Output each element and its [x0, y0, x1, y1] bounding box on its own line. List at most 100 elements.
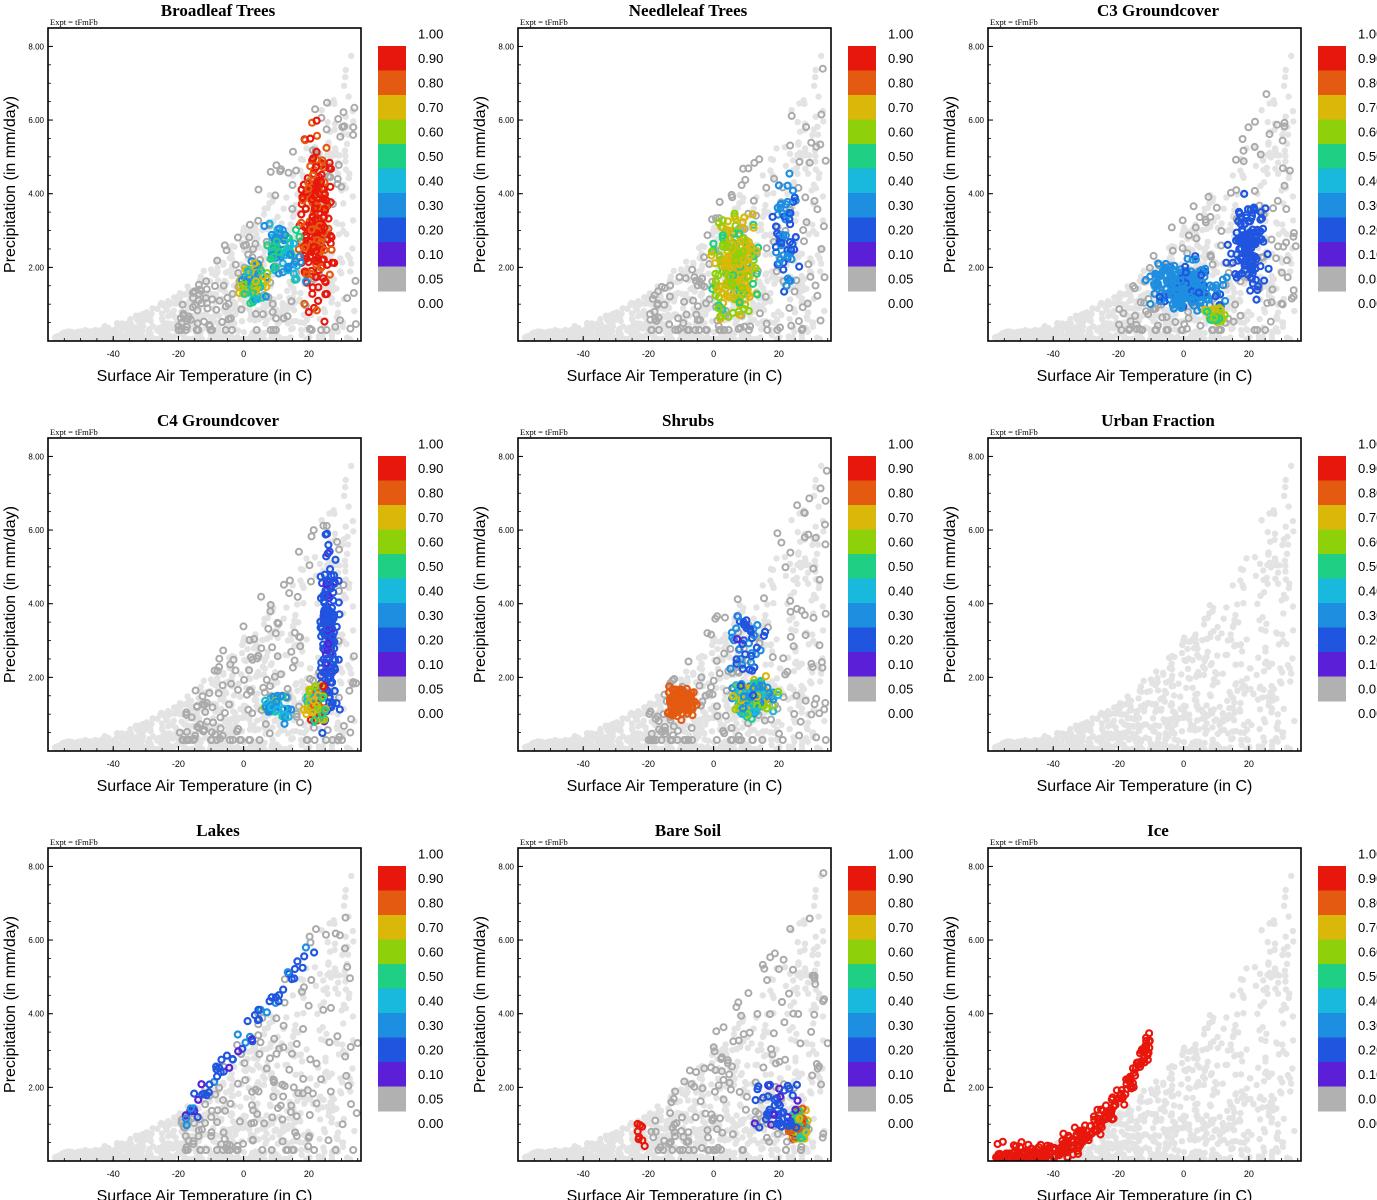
scatter-point-background: [1257, 182, 1264, 189]
scatter-point-fraction: [1232, 273, 1241, 282]
colorbar-label: 0.10: [888, 247, 913, 262]
y-tick-label: 8.00: [498, 42, 514, 51]
scatter-point-zero: [646, 315, 655, 324]
scatter-point-background: [1075, 325, 1082, 332]
scatter-point-background: [771, 319, 778, 327]
scatter-point-background: [1275, 231, 1283, 238]
scatter-point-fraction: [1191, 255, 1200, 264]
scatter-point-zero: [215, 296, 224, 305]
scatter-point-zero: [1189, 202, 1198, 211]
scatter-point-background: [158, 310, 166, 317]
scatter-point-fraction: [308, 289, 317, 298]
scatter-point-background: [773, 145, 780, 152]
scatter-point-zero: [336, 316, 345, 325]
scatter-point-background: [283, 604, 290, 611]
scatter-point-zero: [804, 260, 813, 269]
colorbar-label: 0.20: [1358, 223, 1377, 238]
scatter-point-background: [294, 687, 301, 694]
scatter-point-zero: [763, 326, 772, 334]
scatter-point-zero: [817, 245, 826, 253]
scatter-point-fraction: [327, 245, 336, 254]
scatter-point-fraction: [261, 292, 270, 301]
scatter-point-background: [341, 147, 349, 154]
scatter-point-background: [812, 185, 820, 192]
scatter-point-background: [1290, 118, 1297, 125]
scatter-point-background: [571, 323, 578, 330]
scatter-point-zero: [1289, 286, 1298, 295]
colorbar-label: 0.00: [418, 296, 443, 311]
scatter-point-background: [274, 213, 281, 221]
scatter-point-background: [769, 156, 777, 164]
scatter-point-background: [345, 584, 352, 592]
scatter-point-background: [1280, 227, 1287, 235]
scatter-point-zero: [174, 322, 183, 331]
scatter-point-fraction: [731, 256, 740, 265]
scatter-point-background: [1082, 316, 1089, 323]
scatter-point-background: [809, 221, 816, 228]
scatter-point-zero: [680, 297, 689, 306]
scatter-point-background: [739, 198, 746, 205]
scatter-point-zero: [1273, 120, 1281, 129]
scatter-point-background: [340, 536, 347, 543]
scatter-point-background: [280, 205, 287, 212]
scatter-point-background: [810, 82, 818, 90]
scatter-point-fraction: [779, 265, 788, 274]
scatter-point-background: [800, 276, 808, 283]
scatter-point-fraction: [260, 221, 269, 231]
scatter-point-zero: [1265, 130, 1274, 139]
scatter-point-background: [129, 336, 136, 341]
scatter-point-zero: [818, 64, 827, 73]
scatter-point-zero: [334, 115, 343, 123]
scatter-point-fraction: [1177, 303, 1186, 313]
scatter-point-zero: [1149, 251, 1158, 260]
scatter-point-background: [330, 97, 337, 104]
scatter-point-fraction: [785, 220, 795, 229]
scatter-point-background: [1041, 323, 1049, 330]
scatter-point-zero: [1272, 254, 1281, 263]
scatter-point-fraction: [306, 134, 315, 143]
scatter-point-zero: [1244, 123, 1253, 132]
scatter-point-background: [1086, 326, 1093, 333]
scatter-point-background: [1241, 319, 1248, 327]
scatter-point-background: [246, 335, 254, 341]
scatter-point-background: [1214, 213, 1221, 221]
scatter-point-fraction: [1157, 296, 1166, 305]
scatter-point-zero: [648, 294, 657, 303]
scatter-point-background: [804, 315, 811, 323]
scatter-point-background: [168, 310, 176, 318]
scatter-point-fraction: [1222, 258, 1231, 267]
scatter-point-fraction: [744, 253, 754, 262]
colorbar-label: 0.05: [888, 272, 913, 287]
scatter-point-fraction: [1181, 268, 1190, 277]
scatter-point-background: [228, 266, 235, 273]
scatter-point-background: [639, 335, 646, 341]
scatter-point-fraction: [1247, 214, 1256, 223]
scatter-point-background: [1286, 336, 1293, 341]
scatter-point-fraction: [309, 242, 318, 251]
scatter-point-zero: [1131, 311, 1140, 320]
scatter-point-fraction: [272, 237, 281, 246]
scatter-point-zero: [206, 326, 215, 334]
scatter-point-background: [1280, 82, 1288, 90]
colorbar-label: 0.60: [418, 125, 443, 140]
scatter-point-zero: [746, 322, 755, 331]
scatter-point-fraction: [1247, 244, 1256, 253]
scatter-point-fraction: [314, 296, 323, 305]
scatter-point-background: [555, 328, 562, 335]
scatter-point-background: [342, 568, 349, 575]
scatter-point-zero: [254, 185, 263, 194]
scatter-point-background: [196, 333, 204, 340]
scatter-point-zero: [1184, 231, 1193, 240]
x-tick-label: -20: [642, 349, 655, 359]
scatter-point-background: [301, 319, 308, 327]
scatter-point-zero: [690, 273, 699, 282]
scatter-point-fraction: [298, 193, 307, 202]
scatter-point-background: [200, 677, 207, 684]
scatter-point-zero: [817, 110, 826, 119]
colorbar-label: 0.40: [418, 174, 443, 189]
x-tick-label: -40: [577, 349, 590, 359]
scatter-point-zero: [755, 309, 764, 318]
scatter-point-background: [1289, 107, 1297, 115]
y-tick-label: 2.00: [498, 263, 514, 272]
scatter-point-fraction: [786, 276, 795, 285]
